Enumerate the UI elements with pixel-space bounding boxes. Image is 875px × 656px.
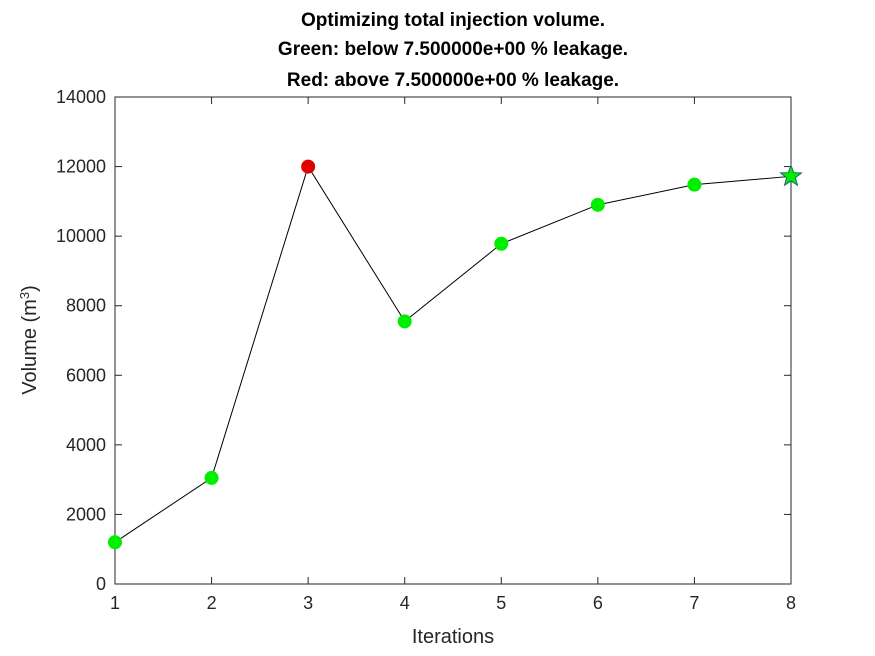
data-point-7 (687, 177, 702, 192)
y-tick-label: 10000 (56, 226, 106, 246)
y-axis-label-suffix: ) (19, 285, 41, 292)
x-tick-label: 6 (593, 593, 603, 613)
y-tick-label: 4000 (66, 435, 106, 455)
x-tick-label: 1 (110, 593, 120, 613)
y-axis-label-superscript: 3 (17, 292, 32, 299)
x-axis: 1 2 3 4 5 6 7 8 (110, 97, 796, 613)
y-axis: 0 2000 4000 6000 8000 10000 12000 14000 (56, 87, 791, 594)
plot-area (114, 96, 792, 585)
y-tick-label: 12000 (56, 157, 106, 177)
data-point-4 (397, 314, 412, 329)
x-tick-label: 3 (303, 593, 313, 613)
y-axis-label: Volume (m3) (17, 285, 42, 395)
x-tick-label: 4 (400, 593, 410, 613)
volume-line (114, 165, 792, 543)
y-tick-label: 2000 (66, 504, 106, 524)
y-tick-label: 14000 (56, 87, 106, 107)
data-point-5 (494, 236, 509, 251)
data-point-2 (204, 470, 219, 485)
x-tick-label: 2 (207, 593, 217, 613)
x-tick-label: 5 (496, 593, 506, 613)
series-markers (108, 159, 803, 550)
data-point-star-8 (779, 163, 803, 187)
title-line-3: Red: above 7.500000e+00 % leakage. (287, 70, 619, 91)
chart-title: Optimizing total injection volume. Green… (278, 10, 628, 91)
x-tick-label: 8 (786, 593, 796, 613)
y-tick-label: 6000 (66, 365, 106, 385)
y-tick-label: 8000 (66, 296, 106, 316)
title-line-1: Optimizing total injection volume. (301, 10, 605, 31)
title-line-2: Green: below 7.500000e+00 % leakage. (278, 39, 628, 60)
x-axis-label: Iterations (412, 626, 494, 648)
series-line (114, 165, 792, 543)
y-tick-label: 0 (96, 574, 106, 594)
data-point-1 (108, 535, 122, 550)
x-tick-label: 7 (689, 593, 699, 613)
data-point-6 (590, 197, 605, 212)
y-axis-label-prefix: Volume (m (19, 299, 41, 395)
data-point-3 (301, 159, 316, 174)
